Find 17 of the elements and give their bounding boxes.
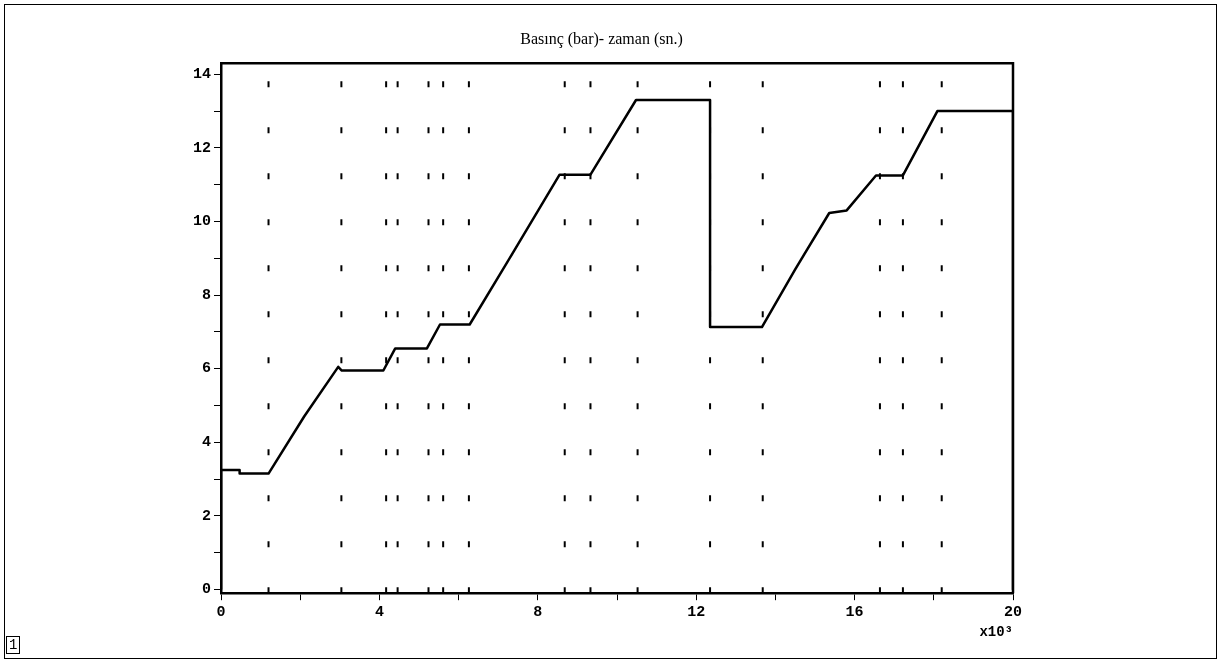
x-tick-label: 0	[216, 603, 226, 621]
x-tick-label: 12	[687, 603, 706, 621]
x-tick-label: 4	[374, 603, 384, 621]
y-tick-label: 12	[192, 139, 211, 157]
x-tick-label: 16	[845, 603, 864, 621]
x-tick-label: 8	[533, 603, 543, 621]
y-tick-label: 8	[201, 286, 211, 304]
y-tick-label: 14	[192, 66, 211, 84]
y-tick-label: 2	[201, 507, 211, 525]
x-axis-title: x10³	[979, 624, 1013, 641]
y-tick-label: 10	[192, 213, 211, 231]
chart-title: Basınç (bar)- zaman (sn.)	[520, 29, 683, 48]
text: 1	[6, 636, 21, 654]
x-tick-label: 20	[1003, 603, 1023, 621]
y-tick-label: 0	[201, 581, 211, 599]
y-tick-label: 6	[201, 360, 211, 378]
y-tick-label: 4	[201, 434, 211, 452]
